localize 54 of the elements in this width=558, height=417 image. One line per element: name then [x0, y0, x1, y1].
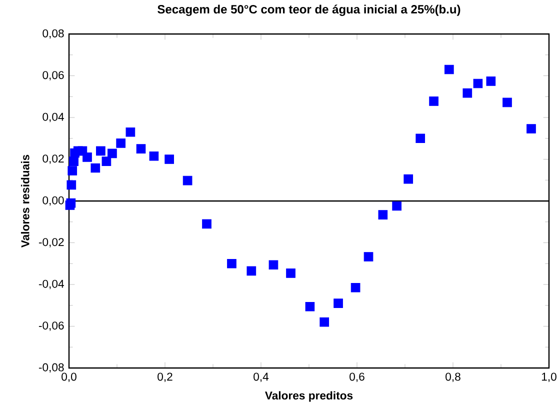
- point: [116, 138, 126, 148]
- point: [334, 298, 343, 308]
- point: [364, 252, 374, 262]
- point: [526, 124, 536, 134]
- point: [227, 258, 236, 268]
- point: [429, 96, 438, 106]
- y-tick-label: -0,08: [38, 363, 64, 373]
- y-tick-label: 0,02: [42, 154, 64, 164]
- point: [378, 210, 388, 220]
- point: [502, 98, 512, 108]
- point: [136, 144, 146, 154]
- x-tick-label: 1,0: [542, 372, 556, 382]
- point: [462, 88, 472, 98]
- x-tick-label: 0,4: [254, 372, 269, 382]
- point: [350, 282, 360, 292]
- y-tick-label: 0,06: [42, 71, 64, 80]
- point: [82, 152, 92, 162]
- y-tick-label: -0,06: [38, 322, 64, 331]
- x-tick-label: 0,2: [158, 372, 172, 382]
- point: [66, 198, 76, 208]
- point: [444, 64, 454, 74]
- chart-title: Secagem de 50°C com teor de água inicial a 25%(b.u): [158, 4, 460, 16]
- point: [68, 166, 78, 176]
- point: [392, 201, 402, 211]
- point: [149, 151, 159, 161]
- y-tick-label: -0,04: [38, 280, 64, 290]
- y-tick-label: 0,04: [42, 112, 64, 122]
- point: [404, 174, 414, 184]
- x-tick-label: 0,0: [62, 372, 76, 382]
- point: [126, 127, 136, 137]
- point: [164, 154, 174, 164]
- y-tick-label: -0,02: [38, 238, 64, 248]
- point: [268, 260, 278, 270]
- y-axis-title: Valores residuais: [20, 154, 30, 248]
- point: [320, 317, 330, 327]
- y-tick-label: 0,08: [42, 29, 64, 39]
- x-axis-title: Valores preditos: [264, 391, 353, 402]
- point: [66, 180, 76, 190]
- point: [416, 134, 426, 144]
- point: [246, 266, 256, 276]
- y-tick-label: 0,00: [42, 196, 64, 206]
- x-tick-label: 0,6: [350, 372, 364, 382]
- x-tick-label: 0,8: [446, 372, 460, 382]
- point: [286, 268, 296, 278]
- point: [96, 146, 106, 156]
- point: [90, 163, 100, 173]
- point: [202, 219, 212, 229]
- point: [486, 76, 496, 86]
- point: [182, 176, 192, 186]
- point: [305, 302, 315, 312]
- point: [102, 156, 112, 166]
- point: [473, 78, 483, 88]
- point: [108, 148, 117, 158]
- point: [69, 156, 78, 166]
